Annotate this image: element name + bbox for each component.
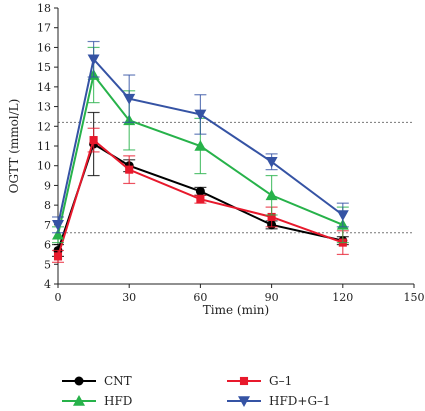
data-point — [196, 195, 205, 204]
legend-label: HFD+G–1 — [269, 394, 331, 408]
x-tick-label: 0 — [55, 291, 62, 304]
y-tick-label: 11 — [37, 140, 51, 153]
series-line — [57, 72, 344, 235]
reference-lines — [58, 121, 414, 234]
y-tick-label: 6 — [44, 239, 51, 252]
data-point — [87, 54, 100, 66]
legend-item: HFD — [62, 394, 132, 408]
y-tick-label: 12 — [37, 120, 51, 133]
data-point — [267, 212, 276, 222]
data-point — [89, 136, 98, 145]
y-tick-label: 10 — [37, 160, 51, 173]
data-point — [53, 252, 63, 261]
y-tick-label: 13 — [37, 101, 51, 114]
data-point — [194, 109, 207, 121]
y-tick-label: 16 — [37, 41, 51, 54]
legend-label: CNT — [104, 374, 132, 388]
axes: 4 5 6 7 8 9 10 11 12 13 14 15 16 17 18 0 30 60 90 120 150 — [37, 2, 425, 304]
series-line — [57, 138, 344, 257]
y-tick-label: 7 — [44, 219, 51, 232]
y-tick-label: 17 — [37, 22, 51, 35]
y-tick-label: 4 — [44, 278, 51, 291]
data-point — [52, 220, 64, 231]
legend-marker — [238, 396, 250, 407]
y-tick-label: 14 — [37, 81, 51, 94]
data-point — [195, 186, 205, 196]
legend-marker — [73, 395, 85, 406]
x-tick-label: 30 — [122, 291, 136, 304]
series-line — [57, 57, 344, 226]
data-point — [52, 228, 64, 240]
data-point — [265, 189, 278, 201]
legend-label: HFD — [104, 394, 132, 408]
legend-marker — [74, 376, 84, 386]
data-point — [123, 93, 136, 105]
legend-item: HFD+G–1 — [227, 394, 331, 408]
legend: CNT G–1 HFD HFD+G–1 — [62, 374, 331, 408]
x-tick-label: 120 — [332, 291, 353, 304]
data-point — [265, 156, 278, 168]
data-point — [194, 140, 207, 151]
data-point — [125, 165, 134, 174]
y-tick-label: 9 — [44, 179, 51, 192]
series-layer — [52, 40, 349, 263]
y-tick-label: 5 — [44, 258, 51, 271]
y-tick-label: 8 — [44, 199, 51, 212]
y-tick-label: 18 — [37, 2, 51, 15]
y-tick-label: 15 — [37, 61, 51, 74]
legend-item: G–1 — [227, 374, 292, 388]
series-3 — [52, 40, 349, 234]
x-axis-label: Time (min) — [203, 303, 269, 317]
x-tick-label: 90 — [265, 291, 279, 304]
x-tick-label: 150 — [404, 291, 425, 304]
y-axis-label: OGTT (mmol/L) — [7, 99, 21, 194]
legend-item: CNT — [62, 374, 132, 388]
legend-marker — [239, 376, 249, 386]
data-point — [336, 210, 349, 221]
legend-label: G–1 — [269, 374, 292, 388]
x-tick-label: 60 — [193, 291, 207, 304]
series-1 — [52, 127, 349, 263]
